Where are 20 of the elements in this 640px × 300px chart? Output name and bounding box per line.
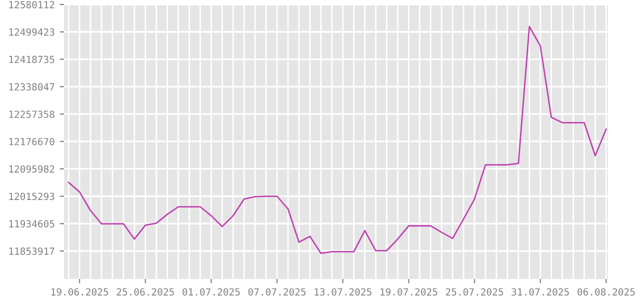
y-tick-label: 11934605 [9,220,54,228]
x-tick-label: 07.07.2025 [248,288,306,296]
x-tick-label: 13.07.2025 [314,288,372,296]
y-tick-label: 12418735 [9,56,54,64]
line-series [68,26,607,254]
y-tick-label: 12176670 [9,138,54,146]
x-tick-label: 25.07.2025 [446,288,504,296]
x-tick-label: 19.06.2025 [51,288,108,296]
y-tick-label: 12015293 [9,192,54,200]
y-tick-label: 12580112 [9,1,54,8]
x-tick-label: 25.06.2025 [116,288,174,296]
x-tick-label: 19.07.2025 [380,288,438,296]
y-tick-label: 12499423 [9,28,54,36]
x-tick-label: 06.08.2025 [578,288,635,296]
y-tick-label: 12338047 [9,83,54,91]
y-tick-label: 11853917 [9,248,54,255]
y-tick-label: 12257358 [9,110,54,118]
y-tick-label: 12095982 [9,165,54,173]
x-tick-label: 31.07.2025 [512,288,569,296]
x-tick-label: 01.07.2025 [182,288,240,296]
